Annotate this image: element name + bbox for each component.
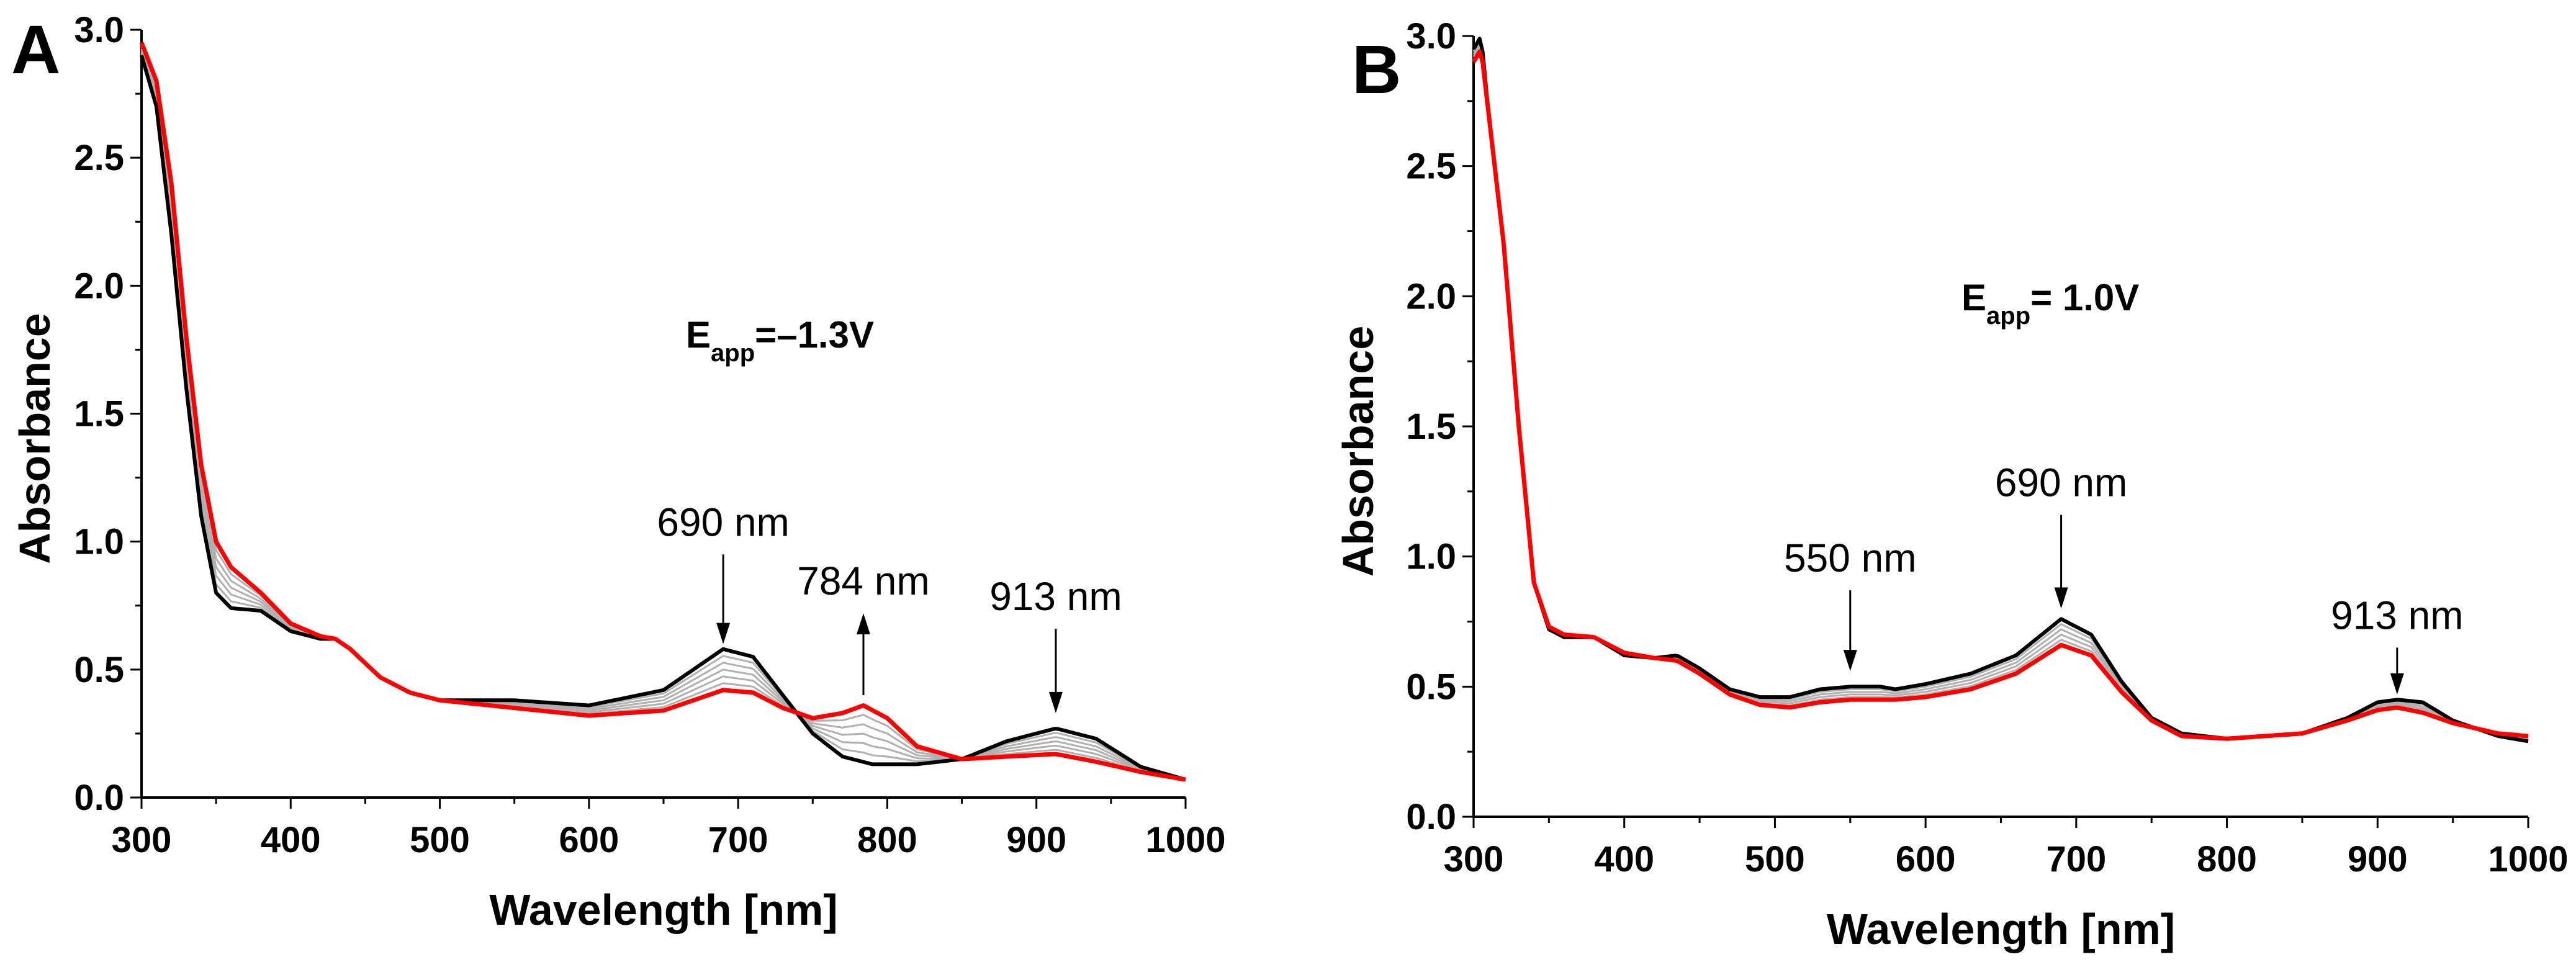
x-tick-label: 700 [708, 820, 768, 860]
panel-a-chart: 300 400 500 600 700 800 900 1000 0.0 0.5 1.0 1.5 2.0… [11, 10, 1226, 934]
arrow-down-icon [2390, 673, 2404, 695]
y-tick-label: 0.0 [74, 778, 124, 818]
potential-subscript: app [1986, 302, 2030, 330]
x-tick-label: 700 [2046, 839, 2106, 879]
y-axis-label: Absorbance [1334, 326, 1382, 577]
x-axis-label: Wavelength [nm] [489, 886, 837, 934]
potential-value: =–1.3V [755, 314, 874, 356]
x-tick-label: 600 [559, 820, 619, 860]
x-tick-label: 800 [857, 820, 917, 860]
x-tick-label: 800 [2197, 839, 2257, 879]
peak-annotation-label: 690 nm [657, 500, 789, 544]
arrow-down-icon [716, 623, 731, 644]
peak-annotation-label: 690 nm [1995, 461, 2127, 505]
panel-label: B [1352, 32, 1401, 108]
x-tick-label: 1000 [1145, 820, 1225, 860]
y-tick-label: 1.5 [74, 394, 124, 434]
initial-spectrum-line [140, 55, 1186, 781]
y-tick-label: 1.5 [1406, 407, 1456, 447]
final-spectrum-line [139, 42, 1186, 782]
peak-annotation-label: 784 nm [797, 559, 929, 603]
y-tick-label: 2.5 [74, 138, 124, 178]
x-tick-label: 500 [1745, 839, 1805, 879]
intermediate-spectrum-line [140, 47, 1186, 781]
y-tick-label: 0.5 [1406, 667, 1456, 707]
y-tick-label: 2.0 [1406, 276, 1456, 317]
y-tick-label: 2.5 [1406, 146, 1456, 187]
x-tick-label: 900 [2348, 839, 2408, 879]
y-tick-label: 3.0 [1406, 16, 1456, 56]
x-tick-label: 600 [1896, 839, 1956, 879]
potential-value: = 1.0V [2030, 277, 2139, 318]
intermediate-spectrum-line [140, 44, 1186, 781]
applied-potential-label: Eapp= 1.0V [1961, 277, 2139, 330]
x-tick-label: 300 [1444, 839, 1504, 879]
applied-potential-label: Eapp=–1.3V [686, 314, 874, 367]
final-spectrum-line [1471, 49, 2529, 741]
panel-b-chart: 300 400 500 600 700 800 900 1000 0.0 0.5 1.0 1.5 2.0… [1334, 16, 2569, 953]
x-tick-label: 300 [112, 820, 172, 860]
y-axis-label: Absorbance [11, 313, 59, 564]
y-tick-label: 0.0 [1406, 797, 1456, 837]
arrow-up-icon [856, 613, 870, 635]
peak-annotation-label: 913 nm [989, 574, 1122, 619]
x-tick-label: 500 [410, 820, 470, 860]
arrow-down-icon [1843, 650, 1857, 672]
y-tick-label: 3.0 [74, 10, 124, 50]
x-tick-label: 400 [261, 820, 321, 860]
potential-symbol: E [1961, 277, 1986, 318]
x-tick-label: 900 [1006, 820, 1066, 860]
peak-annotation-label: 913 nm [2331, 593, 2463, 637]
x-tick-label: 1000 [2488, 839, 2568, 879]
arrow-down-icon [1048, 691, 1063, 713]
intermediate-spectrum-line [140, 53, 1186, 781]
intermediate-spectrum-line [140, 48, 1186, 781]
arrow-down-icon [2054, 587, 2068, 609]
intermediate-spectrum-line [140, 50, 1186, 781]
potential-symbol: E [686, 314, 711, 356]
y-tick-label: 0.5 [74, 650, 124, 690]
potential-subscript: app [711, 339, 755, 367]
panel-label: A [11, 12, 60, 88]
x-tick-label: 400 [1594, 839, 1654, 879]
x-axis-label: Wavelength [nm] [1827, 905, 2175, 953]
y-tick-label: 1.0 [74, 522, 124, 562]
y-tick-label: 1.0 [1406, 537, 1456, 577]
peak-annotation-label: 550 nm [1784, 536, 1916, 580]
y-tick-label: 2.0 [74, 266, 124, 306]
